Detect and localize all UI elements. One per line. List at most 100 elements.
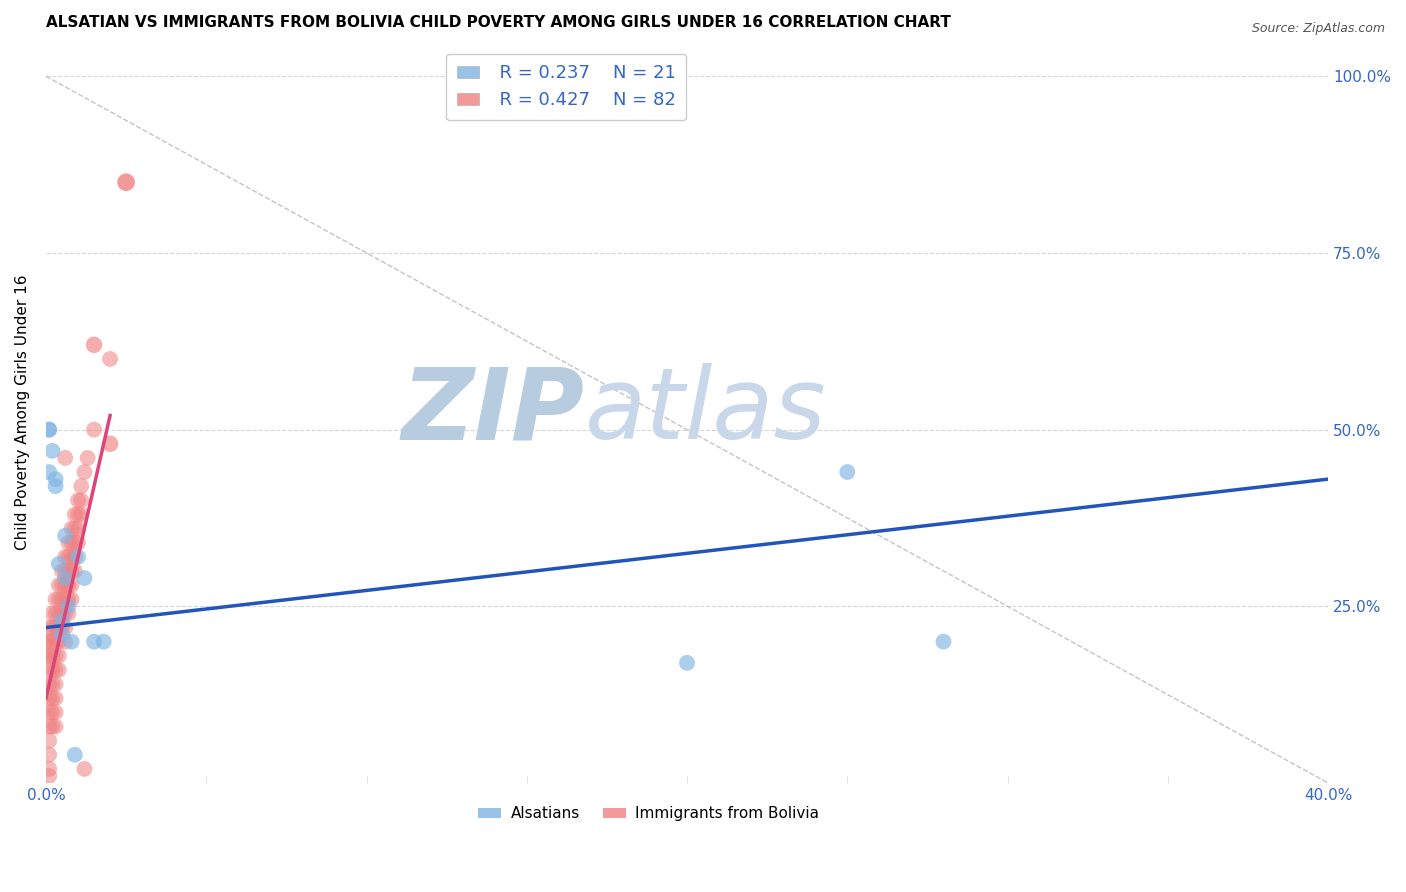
Point xyxy=(58,535,80,549)
Point xyxy=(45,634,67,648)
Point xyxy=(45,719,67,733)
Point xyxy=(48,607,70,621)
Point xyxy=(63,564,86,578)
Text: ZIP: ZIP xyxy=(402,363,585,460)
Point xyxy=(38,733,60,747)
Point xyxy=(41,621,63,635)
Point xyxy=(35,634,58,648)
Point xyxy=(53,571,76,585)
Point xyxy=(60,578,83,592)
Point xyxy=(48,578,70,592)
Point xyxy=(932,634,955,648)
Point xyxy=(53,450,76,465)
Point xyxy=(35,648,58,663)
Point xyxy=(41,634,63,648)
Point xyxy=(48,663,70,677)
Point xyxy=(48,557,70,571)
Point xyxy=(38,769,60,783)
Text: Source: ZipAtlas.com: Source: ZipAtlas.com xyxy=(1251,22,1385,36)
Point xyxy=(53,564,76,578)
Point xyxy=(51,621,73,635)
Point xyxy=(48,592,70,607)
Point xyxy=(45,691,67,706)
Point xyxy=(115,175,138,189)
Point xyxy=(53,607,76,621)
Point xyxy=(51,592,73,607)
Point xyxy=(41,648,63,663)
Point xyxy=(66,535,89,549)
Point xyxy=(98,437,121,451)
Point xyxy=(51,607,73,621)
Point xyxy=(38,706,60,720)
Point xyxy=(41,677,63,691)
Point xyxy=(53,529,76,543)
Point xyxy=(63,522,86,536)
Point xyxy=(53,634,76,648)
Text: atlas: atlas xyxy=(585,363,827,460)
Point xyxy=(676,656,699,670)
Point xyxy=(45,592,67,607)
Point xyxy=(66,522,89,536)
Point xyxy=(38,621,60,635)
Point xyxy=(63,747,86,762)
Y-axis label: Child Poverty Among Girls Under 16: Child Poverty Among Girls Under 16 xyxy=(15,274,30,549)
Point xyxy=(63,508,86,522)
Point xyxy=(41,719,63,733)
Point xyxy=(38,423,60,437)
Point xyxy=(48,648,70,663)
Point xyxy=(51,578,73,592)
Point xyxy=(45,648,67,663)
Text: ALSATIAN VS IMMIGRANTS FROM BOLIVIA CHILD POVERTY AMONG GIRLS UNDER 16 CORRELATI: ALSATIAN VS IMMIGRANTS FROM BOLIVIA CHIL… xyxy=(46,15,950,30)
Point xyxy=(60,535,83,549)
Point xyxy=(38,762,60,776)
Point xyxy=(51,614,73,628)
Point xyxy=(98,351,121,366)
Point xyxy=(58,592,80,607)
Point xyxy=(58,599,80,614)
Point xyxy=(45,479,67,493)
Point xyxy=(45,472,67,486)
Point xyxy=(83,423,105,437)
Point xyxy=(45,621,67,635)
Point xyxy=(73,762,96,776)
Point xyxy=(58,549,80,564)
Point xyxy=(45,706,67,720)
Point xyxy=(45,663,67,677)
Point xyxy=(41,691,63,706)
Point xyxy=(66,493,89,508)
Point xyxy=(70,479,93,493)
Point xyxy=(53,578,76,592)
Point xyxy=(38,634,60,648)
Point xyxy=(38,691,60,706)
Point xyxy=(41,663,63,677)
Legend: Alsatians, Immigrants from Bolivia: Alsatians, Immigrants from Bolivia xyxy=(472,800,825,828)
Point xyxy=(73,465,96,479)
Point xyxy=(76,450,98,465)
Point xyxy=(48,621,70,635)
Point xyxy=(66,549,89,564)
Point xyxy=(38,648,60,663)
Point xyxy=(45,607,67,621)
Point xyxy=(70,493,93,508)
Point xyxy=(70,508,93,522)
Point xyxy=(58,578,80,592)
Point xyxy=(60,549,83,564)
Point xyxy=(83,634,105,648)
Point xyxy=(41,607,63,621)
Point xyxy=(38,465,60,479)
Point xyxy=(63,549,86,564)
Point xyxy=(60,592,83,607)
Point xyxy=(38,423,60,437)
Point xyxy=(51,627,73,641)
Point xyxy=(53,592,76,607)
Point xyxy=(60,564,83,578)
Point xyxy=(73,571,96,585)
Point xyxy=(38,677,60,691)
Point xyxy=(38,663,60,677)
Point xyxy=(38,719,60,733)
Point xyxy=(60,522,83,536)
Point xyxy=(51,564,73,578)
Point xyxy=(93,634,115,648)
Point xyxy=(53,621,76,635)
Point xyxy=(38,747,60,762)
